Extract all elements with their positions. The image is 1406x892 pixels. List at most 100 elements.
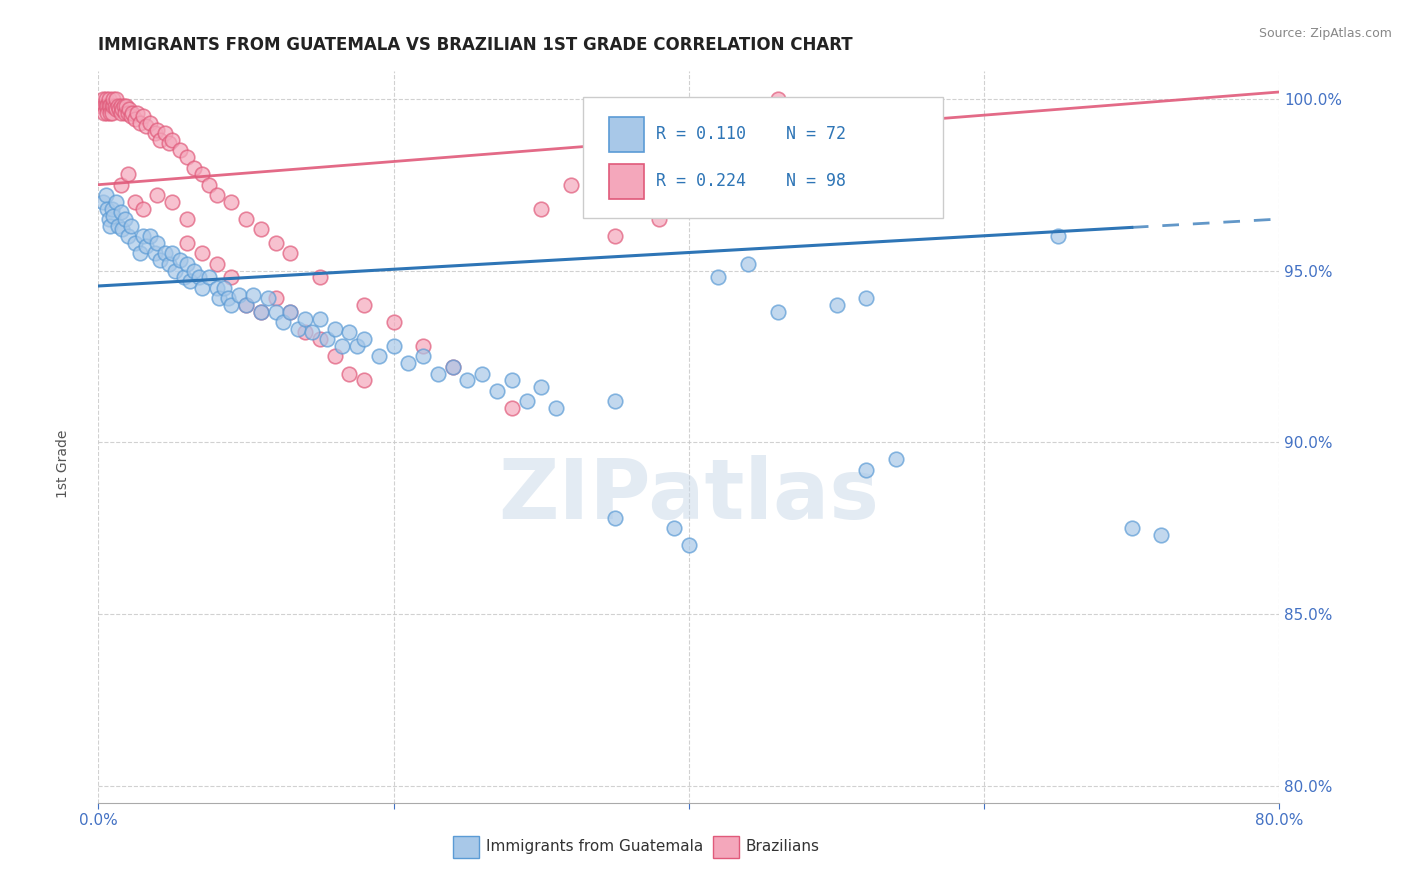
Point [183, 263, 205, 277]
Point [93, 105, 115, 120]
Text: R = 0.110    N = 72: R = 0.110 N = 72 [655, 125, 846, 143]
Point [103, 209, 125, 223]
Point [94, 188, 117, 202]
Point [97, 212, 120, 227]
Point [339, 367, 361, 381]
Point [368, 350, 391, 364]
FancyBboxPatch shape [582, 97, 943, 218]
Point [120, 109, 142, 123]
Point [94, 92, 117, 106]
Point [309, 311, 332, 326]
Point [678, 538, 700, 552]
Point [97, 92, 120, 106]
Point [179, 274, 201, 288]
Point [139, 229, 162, 244]
Point [176, 235, 198, 250]
Point [707, 270, 730, 285]
Point [280, 304, 302, 318]
Point [135, 120, 157, 134]
Point [235, 298, 257, 312]
Point [323, 350, 346, 364]
Point [98, 105, 121, 120]
Point [855, 463, 877, 477]
Point [169, 253, 191, 268]
Bar [713, 836, 738, 858]
Point [103, 92, 125, 106]
Point [330, 339, 353, 353]
Point [103, 98, 125, 112]
Point [191, 281, 214, 295]
Point [280, 304, 302, 318]
Point [146, 235, 169, 250]
Point [146, 188, 169, 202]
Point [96, 202, 118, 216]
Point [221, 194, 243, 209]
Point [176, 257, 198, 271]
Point [110, 205, 132, 219]
Point [221, 270, 243, 285]
Point [198, 270, 221, 285]
Point [143, 246, 166, 260]
Point [128, 116, 150, 130]
Bar [609, 117, 644, 152]
Point [884, 452, 907, 467]
Point [382, 339, 405, 353]
Point [176, 212, 198, 227]
Point [149, 253, 172, 268]
Point [766, 92, 789, 106]
Point [96, 105, 118, 120]
Point [121, 105, 143, 120]
Point [212, 281, 235, 295]
Point [427, 367, 450, 381]
Point [110, 178, 132, 192]
Point [162, 246, 183, 260]
Point [257, 291, 280, 305]
Point [486, 384, 509, 398]
Point [114, 105, 136, 120]
Point [382, 315, 405, 329]
Text: ZIPatlas: ZIPatlas [499, 455, 879, 536]
Point [191, 246, 214, 260]
Point [117, 105, 139, 120]
Point [250, 304, 273, 318]
Point [648, 212, 671, 227]
Point [91, 194, 114, 209]
Point [205, 257, 228, 271]
Point [301, 326, 323, 340]
Point [191, 167, 214, 181]
Point [412, 339, 434, 353]
Point [100, 98, 122, 112]
Point [157, 136, 180, 151]
Point [97, 98, 120, 112]
Point [111, 102, 134, 116]
Point [107, 219, 129, 233]
Point [169, 144, 191, 158]
Point [471, 367, 494, 381]
Point [105, 194, 128, 209]
Point [114, 212, 136, 227]
Point [153, 126, 176, 140]
Point [98, 98, 121, 112]
Point [309, 270, 332, 285]
Point [441, 359, 464, 374]
Point [235, 298, 257, 312]
Point [165, 263, 187, 277]
Point [93, 98, 115, 112]
Point [117, 229, 139, 244]
Point [1046, 229, 1070, 244]
Point [530, 380, 553, 394]
Point [146, 122, 169, 136]
Point [323, 322, 346, 336]
Point [825, 298, 848, 312]
Point [217, 291, 239, 305]
Point [162, 194, 183, 209]
Point [737, 257, 759, 271]
Point [208, 291, 231, 305]
Point [120, 219, 142, 233]
Point [316, 332, 339, 346]
Point [664, 521, 686, 535]
Point [128, 246, 150, 260]
Point [132, 202, 155, 216]
Point [221, 298, 243, 312]
Point [198, 178, 221, 192]
